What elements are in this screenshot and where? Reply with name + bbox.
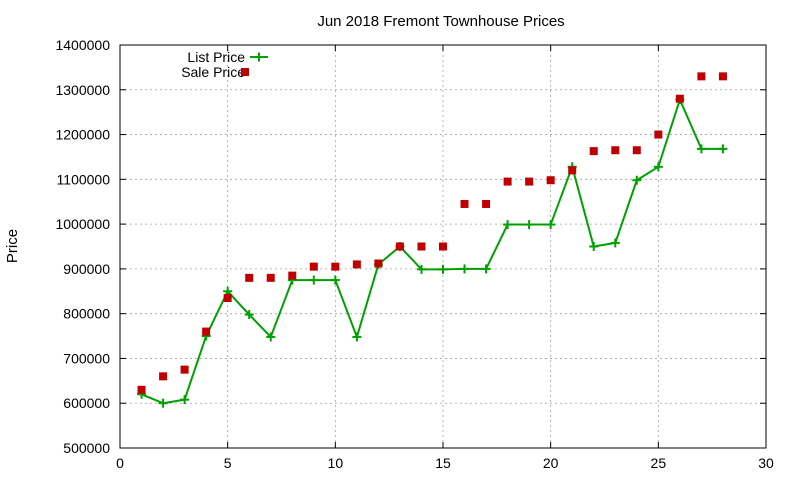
sale-price-point (439, 242, 447, 251)
y-tick-label: 1200000 (55, 127, 110, 143)
sale-price-point (245, 273, 254, 282)
x-tick-label: 5 (224, 455, 232, 471)
list-price-point (352, 332, 362, 342)
y-tick-label: 600000 (63, 395, 110, 411)
list-price-point (696, 144, 706, 154)
list-price-point (524, 220, 534, 230)
sale-price-point (568, 166, 577, 175)
list-price-point (718, 144, 728, 154)
series-line-list-price (141, 98, 723, 405)
x-tick-label: 0 (116, 455, 124, 471)
sale-price-point (718, 72, 727, 81)
y-axis-label: Price (4, 229, 21, 263)
y-tick-label: 1300000 (55, 82, 110, 98)
x-tick-label: 20 (543, 455, 559, 471)
sale-price-point (180, 365, 189, 374)
sale-price-point (223, 293, 232, 302)
chart-title: Jun 2018 Fremont Townhouse Prices (317, 13, 564, 30)
list-price-point (653, 162, 663, 172)
sale-price-point (589, 147, 598, 156)
list-price-point (180, 395, 190, 405)
y-tick-label: 800000 (63, 306, 110, 322)
list-price-point (632, 175, 642, 185)
y-tick-label: 1400000 (55, 37, 110, 53)
sale-price-point (525, 177, 534, 186)
y-tick-label: 500000 (63, 440, 110, 456)
x-tick-label: 30 (758, 455, 774, 471)
sale-price-point (632, 146, 641, 155)
data-series (137, 72, 728, 408)
legend-label-list-price: List Price (187, 49, 245, 65)
sale-price-point (288, 271, 297, 280)
sale-price-point (697, 72, 706, 81)
list-price-point (158, 398, 168, 408)
sale-price-point (675, 94, 684, 103)
legend: List Price Sale Price (181, 49, 268, 80)
y-tick-label: 1000000 (55, 216, 110, 232)
list-price-point (309, 275, 319, 285)
list-price-point (546, 220, 556, 230)
sale-price-point (266, 273, 275, 282)
x-tick-label: 15 (435, 455, 451, 471)
list-price-point (330, 275, 340, 285)
y-tick-label: 900000 (63, 261, 110, 277)
sale-price-point (331, 262, 340, 271)
sale-price-point (137, 385, 146, 394)
sale-price-point (482, 199, 491, 208)
list-price-point (610, 238, 620, 248)
list-price-point (460, 264, 470, 274)
sale-price-point (654, 130, 663, 139)
list-price-point (244, 310, 254, 320)
y-tick-label: 1100000 (57, 171, 111, 187)
list-price-point (416, 264, 426, 274)
list-price-point (503, 220, 513, 230)
sale-price-point (309, 262, 318, 271)
list-price-point (481, 264, 491, 274)
list-price-point (266, 332, 276, 342)
list-price-point (438, 264, 448, 274)
list-price-point (589, 242, 599, 251)
sale-price-point (460, 199, 469, 208)
legend-swatch-sale-price (241, 68, 249, 76)
sale-price-point (417, 242, 426, 251)
sale-price-point (202, 327, 211, 336)
sale-price-point (611, 146, 620, 155)
legend-label-sale-price: Sale Price (181, 64, 245, 80)
sale-price-point (352, 260, 361, 269)
x-tick-label: 10 (328, 455, 344, 471)
x-tick-label: 25 (651, 455, 667, 471)
sale-price-point (159, 372, 168, 381)
y-tick-label: 700000 (63, 350, 110, 366)
sale-price-point (395, 242, 404, 251)
legend-swatch-list-price-marker (254, 52, 264, 62)
axis-ticks: 500000 600000 700000 800000 900000 1000000 110… (55, 37, 774, 471)
sale-price-point (374, 259, 383, 268)
sale-price-point (546, 176, 555, 185)
sale-price-point (503, 177, 512, 186)
